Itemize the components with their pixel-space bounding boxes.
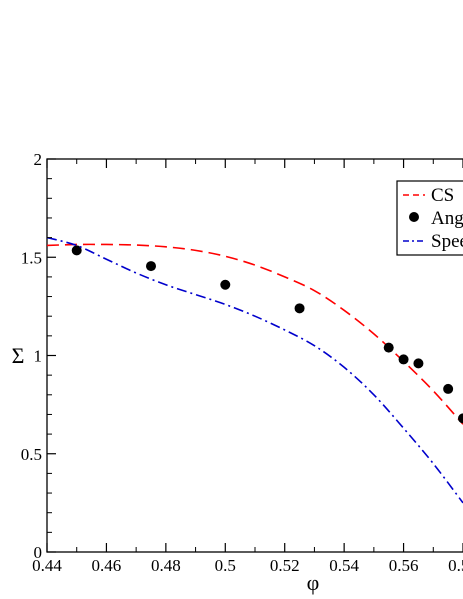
data-point [398,354,409,365]
legend-swatch [409,212,419,222]
data-point [294,303,305,314]
x-axis-label: φ [307,570,320,595]
y-tick-label: 2 [34,150,43,169]
data-point [146,261,156,272]
x-tick-label: 0.5 [215,556,236,575]
data-point [220,279,231,290]
x-tick-label: 0.58 [448,556,463,575]
data-point [443,383,454,394]
y-tick-label: 1.5 [21,248,42,267]
data-point [383,342,394,353]
data-point [458,413,463,424]
y-axis-label: Σ [12,343,25,368]
x-tick-label: 0.46 [92,556,122,575]
series-line-3 [47,236,463,504]
data-point [413,358,424,369]
x-tick-label: 0.54 [329,556,359,575]
y-tick-label: 0.5 [21,445,42,464]
y-tick-label: 1 [34,347,43,366]
x-tick-label: 0.52 [270,556,300,575]
ticks: 0.44 0.46 0.48 0.5 0.52 0.54 0.56 0.58 0 0.5 1 1.5 2 [21,150,463,575]
y-tick-label: 0 [34,543,43,562]
series-layer [47,236,463,504]
x-tick-label: 0.44 [32,556,62,575]
legend-entry: Speedy [431,231,463,252]
data-point [71,245,82,256]
legend-box [396,180,463,256]
legend-entry: CS [431,185,454,206]
x-tick-label: 0.48 [151,556,181,575]
series-line-1 [47,243,463,425]
legend-entry: Angell et al. [431,208,463,229]
legend: CSAngell et al.Speedy [396,180,463,256]
x-tick-label: 0.56 [389,556,419,575]
